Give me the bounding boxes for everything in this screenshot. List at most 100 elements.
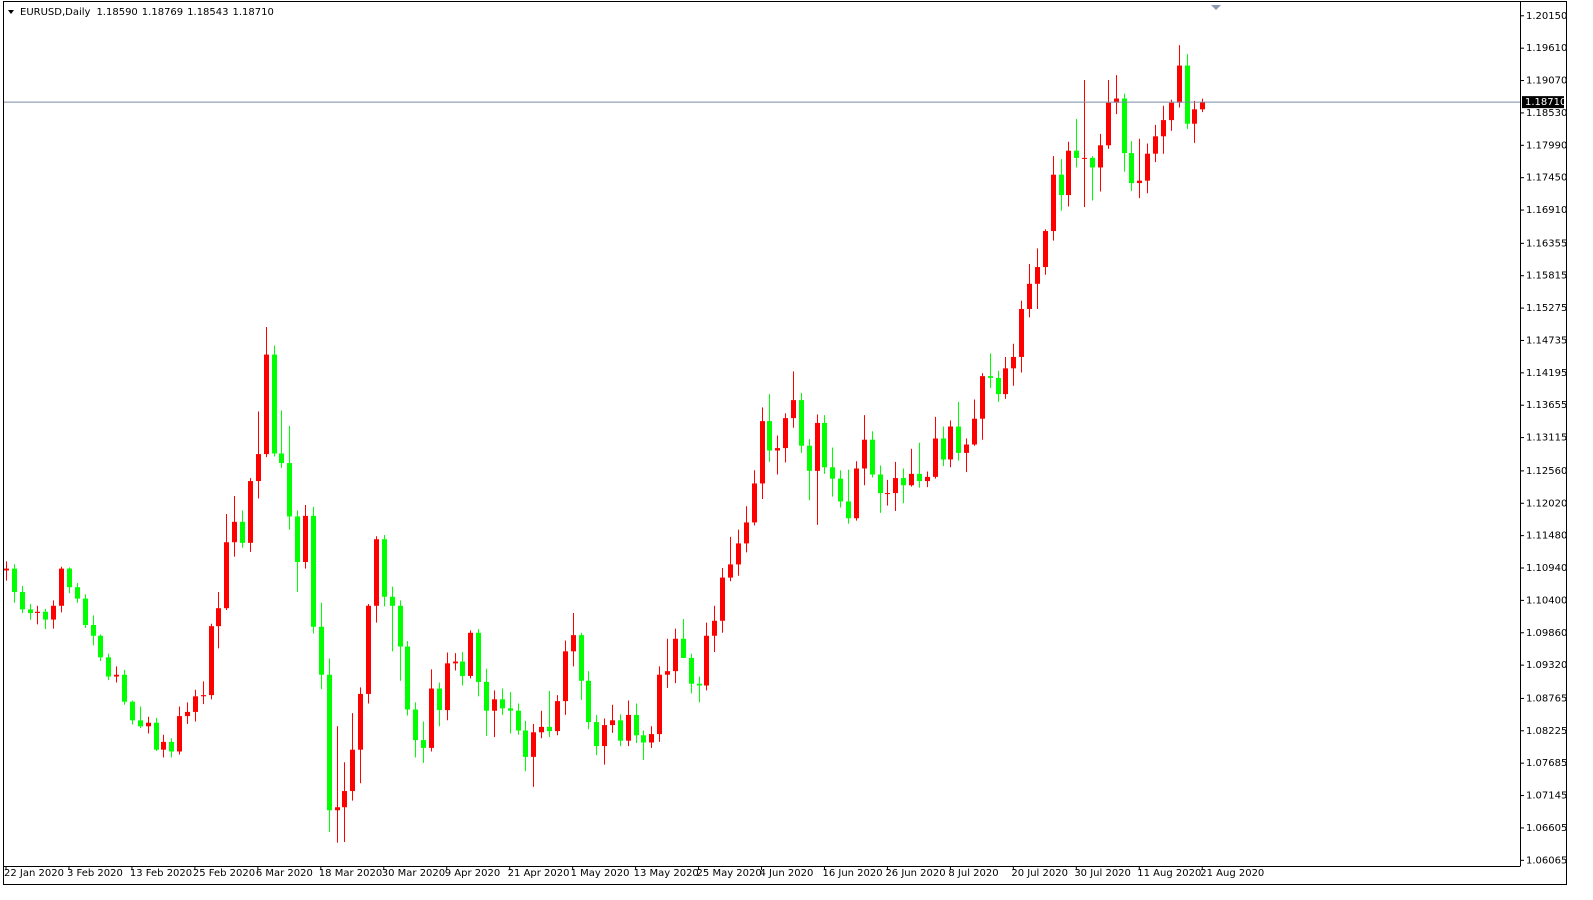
header-value: 1.18769 xyxy=(142,7,183,18)
candle-body xyxy=(1059,174,1064,196)
y-tick-label: 1.13655 xyxy=(1526,400,1567,411)
candle-body xyxy=(988,376,993,378)
x-tick-label: 21 Aug 2020 xyxy=(1200,868,1264,879)
candle-body xyxy=(287,463,292,517)
candle-body xyxy=(311,515,316,627)
candle-body xyxy=(980,376,985,419)
candle-body xyxy=(130,701,135,721)
x-tick-label: 3 Feb 2020 xyxy=(67,868,123,879)
candle-body xyxy=(342,791,347,808)
candle-body xyxy=(822,422,827,468)
x-tick-label: 30 Jul 2020 xyxy=(1074,868,1131,879)
candle-body xyxy=(398,605,403,647)
candle-body xyxy=(1098,145,1103,168)
y-tick-label: 1.10940 xyxy=(1526,563,1567,574)
candle-body xyxy=(154,722,159,750)
candle-body xyxy=(972,418,977,445)
candle-body xyxy=(476,632,481,682)
header-value: 1.18543 xyxy=(187,7,228,18)
candle-body xyxy=(893,478,898,494)
y-tick-label: 1.10400 xyxy=(1526,595,1567,606)
candle-body xyxy=(594,722,599,747)
x-tick-label: 13 May 2020 xyxy=(634,868,699,879)
x-tick-label: 20 Jul 2020 xyxy=(1011,868,1068,879)
candle-body xyxy=(327,674,332,811)
y-tick-label: 1.12020 xyxy=(1526,498,1567,509)
chart-frame xyxy=(3,1,1567,885)
candle-body xyxy=(1129,153,1134,184)
candle-body xyxy=(350,749,355,792)
x-tick-label: 26 Jun 2020 xyxy=(885,868,945,879)
candle-body xyxy=(1169,102,1174,121)
candle-body xyxy=(697,683,702,686)
candle-body xyxy=(484,681,489,711)
candle-body xyxy=(1106,102,1111,146)
candle-body xyxy=(4,568,9,571)
candle-body xyxy=(830,467,835,479)
candle-body xyxy=(508,708,513,711)
candle-body xyxy=(634,714,639,736)
candle-body xyxy=(75,587,80,599)
y-tick-label: 1.07145 xyxy=(1526,791,1567,802)
candle-body xyxy=(382,539,387,597)
candles xyxy=(4,45,1205,843)
candle-body xyxy=(712,620,717,636)
candle-body xyxy=(28,609,33,613)
candle-body xyxy=(964,444,969,453)
candle-body xyxy=(744,522,749,544)
candle-body xyxy=(618,720,623,741)
menu-arrow[interactable] xyxy=(8,10,14,14)
candle-body xyxy=(492,699,497,711)
y-tick-label: 1.16910 xyxy=(1526,205,1567,216)
x-tick-label: 18 Mar 2020 xyxy=(319,868,382,879)
candle-body xyxy=(390,596,395,606)
y-tick-label: 1.06605 xyxy=(1526,823,1567,834)
candle-body xyxy=(563,651,568,702)
shift-marker[interactable] xyxy=(1211,5,1221,10)
candle-body xyxy=(956,426,961,453)
candle-body xyxy=(279,453,284,464)
y-tick-label: 1.14735 xyxy=(1526,335,1567,346)
y-tick-label: 1.19610 xyxy=(1526,43,1567,54)
header-value: 1.18710 xyxy=(233,7,274,18)
candle-body xyxy=(681,638,686,658)
candle-body xyxy=(626,714,631,741)
candle-body xyxy=(586,680,591,723)
candle-body xyxy=(1003,368,1008,395)
candle-body xyxy=(106,657,111,677)
candle-body xyxy=(240,521,245,543)
candle-body xyxy=(1200,102,1205,110)
x-tick-label: 6 Mar 2020 xyxy=(256,868,313,879)
candle-body xyxy=(224,542,229,609)
current-price-label: 1.18710 xyxy=(1525,97,1566,108)
candle-body xyxy=(460,661,465,676)
header-value: 1.18590 xyxy=(96,7,137,18)
x-tick-label: 1 May 2020 xyxy=(571,868,630,879)
candle-body xyxy=(516,710,521,731)
x-tick-label: 4 Jun 2020 xyxy=(760,868,814,879)
candle-body xyxy=(366,605,371,694)
y-tick-label: 1.13115 xyxy=(1526,433,1567,444)
candle-body xyxy=(421,740,426,748)
candle-body xyxy=(445,663,450,711)
candle-body xyxy=(20,591,25,610)
candle-body xyxy=(169,741,174,752)
y-tick-label: 1.09860 xyxy=(1526,628,1567,639)
y-tick-label: 1.08225 xyxy=(1526,726,1567,737)
candle-body xyxy=(138,720,143,727)
candle-body xyxy=(602,725,607,747)
candle-body xyxy=(531,732,536,757)
candle-body xyxy=(1082,157,1087,159)
current-price: 1.18710 xyxy=(4,96,1566,109)
candle-body xyxy=(917,473,922,482)
candle-body xyxy=(752,483,757,523)
candle-body xyxy=(12,568,17,592)
candle-body xyxy=(98,635,103,658)
candle-body xyxy=(941,438,946,460)
candle-body xyxy=(248,481,253,543)
candle-body xyxy=(67,568,72,588)
candle-body xyxy=(1019,308,1024,357)
x-tick-label: 8 Jul 2020 xyxy=(948,868,998,879)
candle-body xyxy=(665,671,670,675)
